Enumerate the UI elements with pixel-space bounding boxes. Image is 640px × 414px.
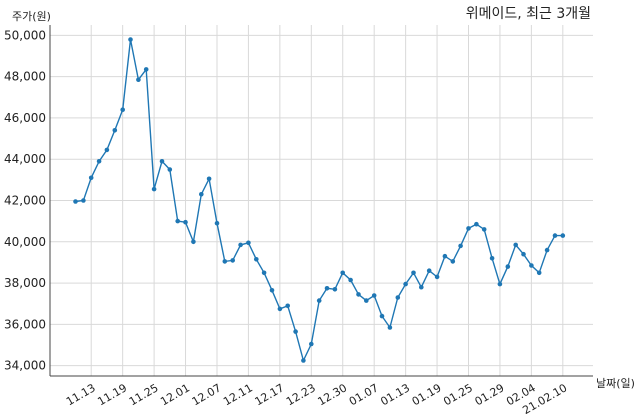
chart-title: 위메이드, 최근 3개월 [466, 6, 591, 22]
data-point [143, 67, 149, 72]
data-point [442, 253, 448, 259]
data-point [332, 287, 338, 292]
data-point [277, 306, 283, 312]
y-tick-label: 38,000 [4, 276, 46, 290]
y-tick-label: 44,000 [4, 152, 46, 166]
x-tick-label: 12.11 [221, 381, 255, 408]
x-tick-label: 12.23 [284, 381, 318, 408]
data-point [426, 268, 432, 274]
data-point [112, 128, 118, 133]
y-tick-label: 46,000 [4, 111, 46, 125]
x-tick-label: 11.25 [127, 381, 161, 408]
data-point [481, 227, 487, 232]
data-point [222, 259, 228, 264]
data-point [529, 263, 534, 268]
data-point [230, 258, 235, 263]
y-tick-label: 42,000 [4, 194, 46, 208]
grid-lines [50, 25, 593, 376]
data-point [120, 107, 125, 112]
data-point [513, 242, 518, 248]
data-point [560, 233, 566, 238]
data-point [214, 220, 220, 226]
x-tick-label: 01.25 [441, 381, 475, 408]
y-tick-label: 34,000 [4, 359, 46, 373]
data-point [544, 247, 550, 253]
data-point [489, 255, 495, 261]
data-point [73, 199, 78, 204]
x-tick-label: 01.19 [410, 381, 444, 408]
y-axis-label: 주가(원) [12, 10, 51, 23]
data-point [269, 288, 275, 293]
data-point [104, 147, 110, 153]
data-point [474, 221, 479, 227]
data-point [246, 240, 251, 246]
data-point [466, 226, 471, 231]
data-point [458, 243, 463, 249]
x-tick-label: 01.29 [473, 381, 507, 408]
data-point [293, 329, 298, 334]
data-point [128, 37, 133, 42]
data-point [505, 264, 511, 269]
data-point [387, 325, 393, 330]
data-point [403, 281, 408, 287]
x-tick-label: 11.19 [95, 381, 129, 408]
data-point [151, 186, 157, 192]
data-point [136, 77, 141, 82]
data-point [309, 341, 314, 347]
price-series [73, 37, 566, 363]
data-point [88, 175, 94, 181]
data-point [261, 270, 267, 276]
data-point [395, 295, 401, 300]
x-tick-labels: 11.1311.1911.2512.0112.0712.1112.1712.23… [64, 381, 569, 414]
data-point [536, 270, 542, 276]
data-point [183, 219, 188, 225]
data-point [340, 270, 346, 276]
data-point [301, 358, 306, 363]
data-point [96, 159, 102, 164]
data-point [316, 298, 322, 303]
x-tick-label: 12.17 [253, 381, 287, 408]
data-point [450, 259, 456, 264]
data-point [175, 218, 180, 224]
data-point [81, 198, 86, 203]
y-tick-labels: 34,000 36,000 38,000 40,000 42,000 44,000 46,0… [4, 28, 46, 372]
data-point [199, 192, 204, 197]
data-point [411, 270, 416, 276]
data-point [364, 298, 369, 303]
x-tick-label: 12.30 [315, 381, 349, 408]
data-point [285, 303, 291, 309]
x-tick-label: 01.13 [378, 381, 412, 408]
data-point [159, 159, 165, 164]
data-point [167, 167, 173, 172]
data-point [434, 274, 440, 280]
data-point [206, 176, 212, 182]
data-point [521, 251, 526, 257]
y-tick-label: 48,000 [4, 70, 46, 84]
y-tick-label: 40,000 [4, 235, 46, 249]
data-point [348, 277, 353, 283]
y-tick-label: 50,000 [4, 28, 46, 42]
x-tick-label: 12.01 [158, 381, 192, 408]
data-point [371, 293, 377, 298]
data-point [324, 286, 330, 291]
data-point [253, 257, 259, 262]
data-point [379, 313, 385, 319]
data-point [356, 292, 361, 297]
data-point [419, 284, 424, 290]
y-tick-label: 36,000 [4, 317, 46, 331]
x-axis-label: 날짜(일) [596, 376, 635, 390]
data-point [238, 242, 243, 248]
x-tick-label: 01.07 [347, 381, 381, 408]
axes [49, 25, 593, 377]
data-point [191, 239, 196, 245]
x-tick-label: 11.13 [64, 381, 98, 408]
data-point [552, 233, 558, 238]
data-point [497, 281, 503, 287]
x-tick-label: 12.07 [190, 381, 224, 408]
